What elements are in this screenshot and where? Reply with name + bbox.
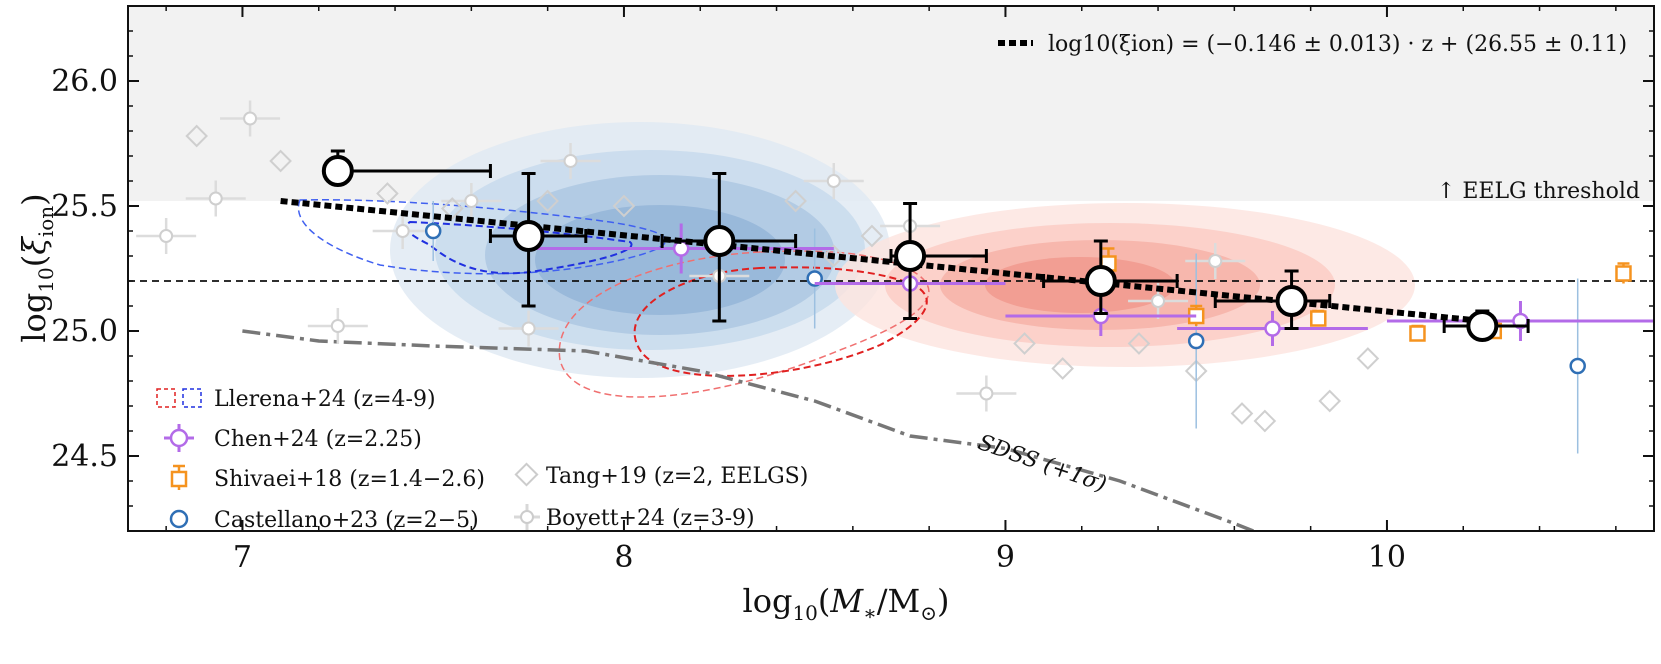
boyett-point [330,319,345,333]
axis-ticks: 7 8 9 10 24.5 25.0 25.5 26.0 [51,6,1654,575]
binned-point [703,225,736,257]
shivaei-point [1310,310,1327,327]
x-tick-label: 8 [614,540,633,575]
legend-castellano-marker [169,509,189,529]
legend-chen-marker [164,424,194,452]
llerena-blue-contour-outer [297,199,667,275]
boyett-point [979,386,994,401]
boyett-point [563,154,578,168]
binned-point [1275,285,1308,317]
y-axis-label: log10(ξion) [15,193,58,342]
boyett-point [826,174,841,188]
legend-llerena-label: Llerena+24 (z=4-9) [214,387,436,412]
tang-point [612,194,636,218]
legend-tang-marker [514,462,539,487]
boyett-point [243,111,258,126]
boyett-point [464,194,479,208]
tang-point [1184,359,1208,383]
boyett-point [1208,254,1223,268]
binned-point [1466,310,1499,342]
binned-points [321,149,1530,342]
fit-legend: log10(ξion) = (−0.146 ± 0.013) · z + (26… [998,32,1627,57]
tang-point [440,197,464,220]
tang-point [376,182,399,205]
binned-point [894,240,927,272]
legend-llerena-blue-swatch [182,388,202,408]
binned-point [321,155,354,187]
boyett-point [208,191,223,206]
tang-point [1127,332,1151,355]
legend-shivaei-marker [170,464,188,490]
y-tick-label: 26.0 [51,64,118,99]
binned-point [1084,265,1117,297]
x-tick-label: 7 [233,540,252,575]
boyett-point [395,224,410,238]
legend-castellano-label: Castellano+23 (z=2−5) [214,508,479,533]
llerena-red-contour-inner [633,266,928,377]
y-tick-label: 25.0 [51,314,118,349]
eelg-region [128,6,1654,201]
plot-frame [127,5,1655,532]
castellano-points [424,201,1586,454]
x-axis-label: log10(M∗/M⊙) [742,582,949,625]
x-tick-label: 9 [996,540,1015,575]
sdss-curve [242,329,1255,531]
tang-point [536,189,559,213]
boyett-point [521,321,536,336]
tang-point [269,149,292,173]
tang-point [1356,347,1380,370]
castellano-point [424,222,442,240]
boyett-point [159,229,174,243]
castellano-point [1569,357,1586,375]
binned-point [512,220,545,252]
shivaei-point [1409,325,1426,342]
legend-tang-label: Tang+19 (z=2, EELGS) [546,464,808,489]
y-tick-label: 24.5 [51,439,118,474]
plot-background [128,6,1654,201]
eelg-threshold-label: ↑ EELG threshold [1437,179,1640,204]
shivaei-point [1615,265,1632,282]
blue-density-level-4 [535,205,785,315]
fit-legend-label: log10(ξion) = (−0.146 ± 0.013) · z + (26… [1048,32,1627,57]
red-density-level-4 [985,257,1175,313]
x-tick-label: 10 [1368,540,1406,575]
tang-points [185,124,1380,433]
legend-boyett-label: Boyett+24 (z=3-9) [546,506,755,531]
tang-point [1230,402,1254,425]
tang-point [822,244,846,268]
legend: Llerena+24 (z=4-9) Chen+24 (z=2.25) Shiv… [156,387,808,533]
tang-point [1051,357,1074,380]
tang-point [1318,389,1342,413]
tang-point [1013,332,1036,355]
castellano-point [1187,332,1205,350]
tang-point [784,189,807,213]
boyett-point [1151,294,1166,308]
y-tick-label: 25.5 [51,189,118,224]
legend-shivaei-label: Shivaei+18 (z=1.4−2.6) [214,467,485,492]
llerena-red-contour-outer [558,250,930,398]
tang-point [860,224,884,248]
reference-lines [128,280,1654,531]
tang-point [1253,409,1277,433]
tang-point [185,124,208,148]
chen-point [1264,320,1281,337]
legend-chen-label: Chen+24 (z=2.25) [214,427,422,452]
sdss-curve-label: SDSS (+1σ) [975,430,1110,497]
legend-boyett-marker [514,504,540,530]
legend-llerena-red-swatch [156,388,176,408]
